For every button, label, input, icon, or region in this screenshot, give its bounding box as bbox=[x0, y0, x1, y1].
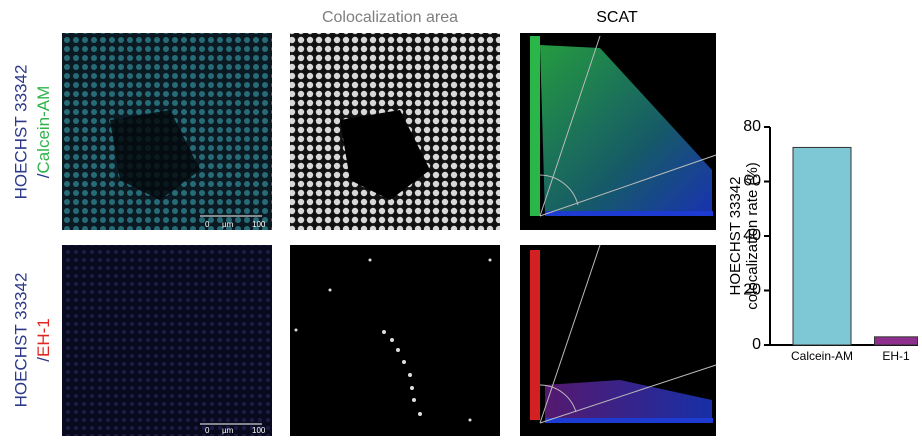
scale-text: µm bbox=[222, 426, 234, 435]
scatter-axis-strip bbox=[545, 211, 713, 216]
x-tick-label: EH-1 bbox=[882, 349, 910, 363]
scale-text: 100 bbox=[252, 426, 266, 435]
row-label: HOECHST 33342 bbox=[11, 273, 30, 408]
row-label: HOECHST 33342 bbox=[11, 65, 30, 200]
panel-titles: Colocalization area SCAT bbox=[322, 9, 638, 26]
microscopy-image bbox=[62, 245, 272, 436]
scale-text: 0 bbox=[205, 426, 210, 435]
bar bbox=[875, 337, 918, 345]
scale-text: 0 bbox=[205, 220, 210, 229]
panel-title: Colocalization area bbox=[322, 9, 458, 26]
figure: Colocalization area SCAT HOECHST 33342 /… bbox=[0, 0, 922, 436]
y-axis-title-line: HOECHST 33342 bbox=[727, 177, 744, 296]
scatter-axis-strip bbox=[545, 418, 713, 423]
colocalization-image bbox=[290, 245, 500, 436]
marker: Calcein-AM bbox=[34, 86, 53, 174]
bar bbox=[793, 147, 851, 345]
y-tick-label: 80 bbox=[743, 118, 761, 135]
row-label: /EH-1 bbox=[34, 318, 53, 361]
y-axis-title-line: colocalization rate (%) bbox=[744, 162, 761, 310]
stain-label: HOECHST 33342 bbox=[11, 65, 30, 200]
panel-title: SCAT bbox=[596, 9, 638, 26]
x-tick-label: Calcein-AM bbox=[791, 349, 853, 363]
row-label: /Calcein-AM bbox=[34, 86, 53, 179]
scatter-axis-strip bbox=[530, 36, 540, 216]
scatter-axis-strip bbox=[530, 250, 540, 420]
marker-label: /Calcein-AM bbox=[34, 86, 53, 179]
marker-label: /EH-1 bbox=[34, 318, 53, 361]
stain-label: HOECHST 33342 bbox=[11, 273, 30, 408]
marker: EH-1 bbox=[34, 318, 53, 357]
y-tick-label: 0 bbox=[752, 336, 761, 353]
scale-text: 100 bbox=[252, 220, 266, 229]
scale-text: µm bbox=[222, 220, 234, 229]
